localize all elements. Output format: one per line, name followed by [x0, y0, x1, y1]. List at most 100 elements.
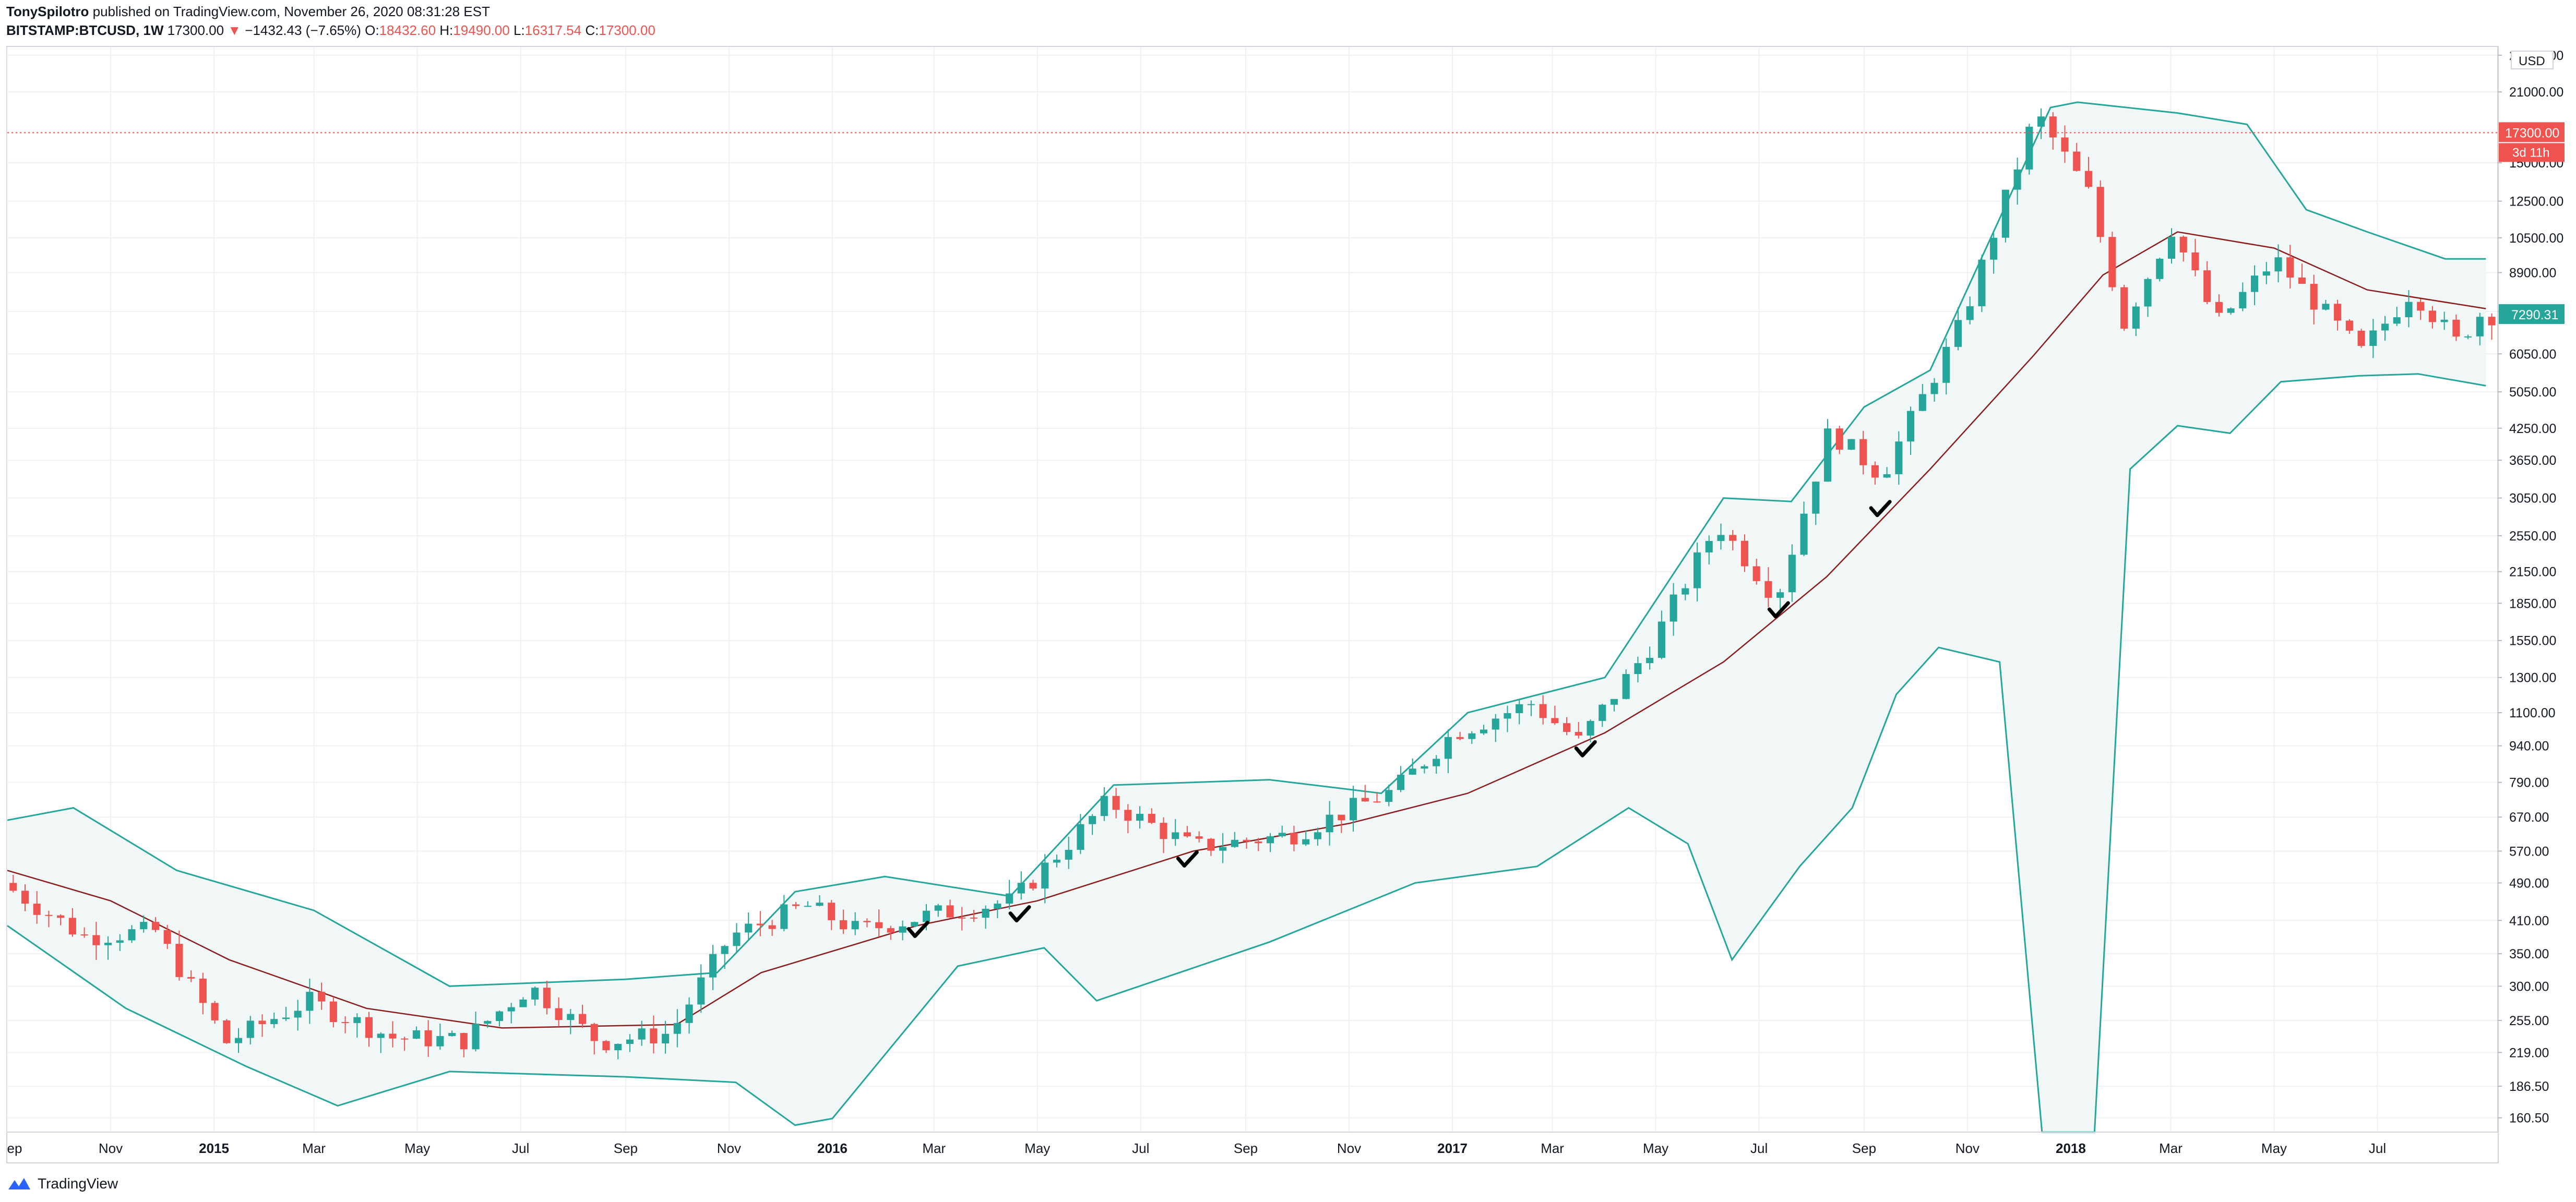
candle — [2345, 319, 2353, 334]
candle — [1029, 880, 1037, 891]
candle — [626, 1034, 634, 1052]
candle-body — [756, 923, 764, 925]
basis-line — [7, 231, 2486, 1029]
candle-body — [1752, 566, 1760, 581]
candle-body — [662, 1033, 670, 1044]
candle — [946, 899, 954, 918]
candle-body — [519, 999, 527, 1007]
candle — [116, 934, 124, 951]
candle-body — [2096, 187, 2104, 237]
high-value: 19490.00 — [453, 22, 510, 38]
candle-body — [1634, 663, 1642, 675]
countdown-badge — [2499, 143, 2565, 162]
candle — [1421, 764, 1428, 774]
candle-body — [1694, 552, 1701, 588]
y-tick-label: 219.00 — [2509, 1045, 2549, 1060]
candle — [1172, 819, 1179, 846]
check-icon — [1008, 905, 1031, 923]
candle-body — [2061, 137, 2069, 152]
candle-body — [697, 977, 705, 1005]
candle-body — [1444, 737, 1452, 759]
candle-body — [1195, 836, 1203, 839]
candle-body — [1017, 883, 1025, 894]
candle-body — [401, 1038, 409, 1040]
candle-body — [1314, 832, 1321, 839]
candle — [436, 1024, 444, 1050]
candle-body — [68, 918, 76, 935]
check-markers — [907, 500, 1892, 938]
candle — [2381, 316, 2389, 341]
candle-body — [2298, 277, 2306, 284]
candle — [1148, 808, 1155, 824]
candle — [1243, 837, 1250, 849]
candle — [2322, 299, 2330, 311]
y-tick-label: 1100.00 — [2509, 706, 2556, 720]
candle-body — [958, 917, 966, 919]
candle — [1290, 825, 1298, 851]
candle — [223, 1019, 231, 1044]
candle — [1895, 431, 1903, 485]
candle-body — [507, 1007, 515, 1012]
candle-body — [472, 1024, 480, 1050]
candle-body — [531, 988, 539, 1000]
candle-body — [1433, 759, 1440, 766]
candle — [270, 1013, 278, 1028]
candle-body — [80, 934, 88, 936]
upper-band-line — [7, 101, 2486, 987]
x-tick-label: May — [2261, 1140, 2287, 1156]
candle-body — [1373, 801, 1381, 803]
candle-body — [1883, 474, 1891, 478]
y-tick-label: 6050.00 — [2509, 347, 2556, 362]
candle — [2334, 299, 2342, 331]
candle — [1669, 583, 1677, 636]
y-tick-label: 1300.00 — [2509, 671, 2556, 686]
candle — [2037, 108, 2045, 139]
candle-body — [1740, 540, 1748, 567]
current-price-badge — [2499, 304, 2565, 324]
candle-body — [246, 1020, 254, 1038]
candle-body — [1717, 535, 1725, 541]
candle — [2132, 302, 2140, 336]
candle-body — [567, 1014, 575, 1020]
candle — [2001, 189, 2009, 243]
candle — [1219, 833, 1227, 863]
candle — [519, 997, 527, 1007]
candle — [1397, 766, 1405, 792]
candle — [45, 910, 53, 928]
candle-body — [2251, 275, 2259, 292]
candle-body — [1361, 798, 1369, 802]
candle — [1705, 535, 1713, 564]
check-icon — [1176, 850, 1199, 868]
candle — [21, 884, 29, 911]
candle — [792, 901, 800, 909]
y-tick-label: 2550.00 — [2509, 529, 2556, 544]
candle — [33, 891, 41, 924]
symbol-label[interactable]: BITSTAMP:BTCUSD, 1W — [6, 22, 164, 38]
candle — [839, 909, 847, 934]
price-axis: 25000.0021000.0015000.0012500.0010500.00… — [2497, 47, 2563, 1132]
candle — [2073, 143, 2081, 172]
candle — [1823, 419, 1832, 482]
candle-body — [1385, 790, 1393, 802]
candle — [887, 925, 895, 940]
candle-body — [436, 1036, 444, 1047]
candle — [258, 1014, 266, 1037]
footer-brand[interactable]: TradingView — [38, 1175, 118, 1192]
candle — [1681, 584, 1689, 600]
candle — [2369, 319, 2377, 358]
candle — [1575, 722, 1582, 739]
y-tick-label: 4250.00 — [2509, 422, 2556, 436]
tradingview-logo-icon[interactable] — [7, 1176, 31, 1192]
candle — [1468, 731, 1476, 744]
x-tick-label: Nov — [1955, 1140, 1979, 1156]
candle — [2084, 157, 2092, 189]
candle-body — [602, 1041, 610, 1051]
candle-body — [1954, 320, 1962, 347]
candle — [341, 1016, 349, 1033]
candle-body — [946, 905, 954, 918]
candle — [1622, 669, 1630, 700]
publisher-name[interactable]: TonySpilotro — [6, 4, 89, 19]
candle-body — [341, 1022, 349, 1024]
candle-body — [2132, 306, 2140, 329]
